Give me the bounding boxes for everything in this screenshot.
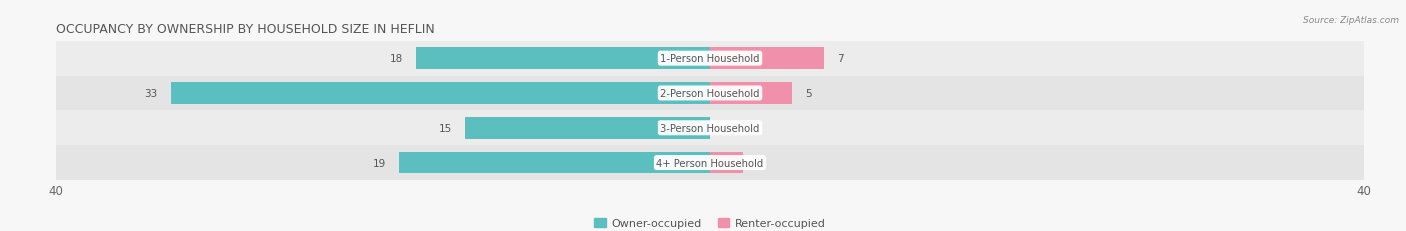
Bar — [710, 152, 742, 174]
Bar — [56, 42, 1364, 76]
Text: OCCUPANCY BY OWNERSHIP BY HOUSEHOLD SIZE IN HEFLIN: OCCUPANCY BY OWNERSHIP BY HOUSEHOLD SIZE… — [56, 23, 434, 36]
Text: 2-Person Household: 2-Person Household — [661, 88, 759, 99]
Text: 15: 15 — [439, 123, 451, 133]
Text: 33: 33 — [145, 88, 157, 99]
Bar — [56, 146, 1364, 180]
Bar — [56, 76, 1364, 111]
Bar — [399, 152, 710, 174]
Text: 0: 0 — [723, 123, 730, 133]
Bar — [710, 83, 792, 104]
Text: 2: 2 — [756, 158, 762, 168]
Text: 19: 19 — [373, 158, 387, 168]
Bar — [710, 48, 824, 70]
Text: Source: ZipAtlas.com: Source: ZipAtlas.com — [1303, 16, 1399, 25]
Bar — [416, 48, 710, 70]
Text: 1-Person Household: 1-Person Household — [661, 54, 759, 64]
Text: 18: 18 — [389, 54, 402, 64]
Legend: Owner-occupied, Renter-occupied: Owner-occupied, Renter-occupied — [591, 214, 830, 231]
Bar — [56, 111, 1364, 146]
Text: 4+ Person Household: 4+ Person Household — [657, 158, 763, 168]
Text: 7: 7 — [838, 54, 844, 64]
Bar — [465, 118, 710, 139]
Text: 3-Person Household: 3-Person Household — [661, 123, 759, 133]
Bar — [170, 83, 710, 104]
Text: 5: 5 — [804, 88, 811, 99]
